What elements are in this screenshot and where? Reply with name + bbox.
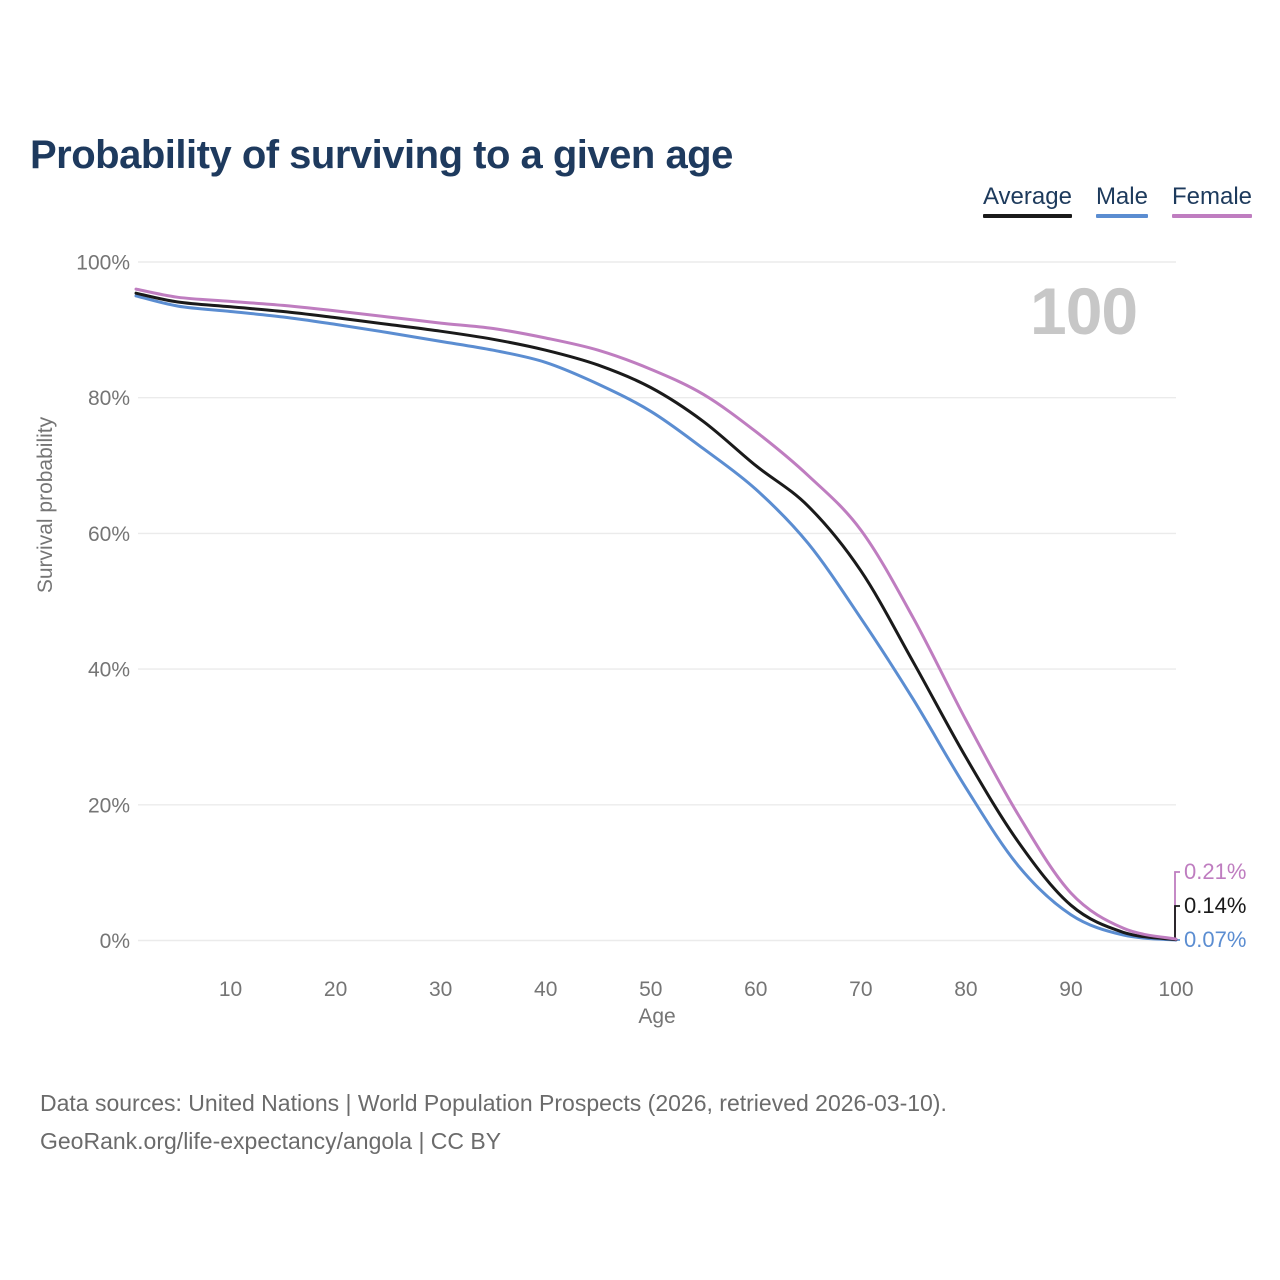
legend-swatch-average — [982, 214, 1072, 218]
x-tick-label: 10 — [219, 978, 242, 1001]
x-axis-tick-labels: 10 20 30 40 50 60 70 80 90 100 — [219, 978, 1194, 1001]
end-label-female: 0.21% — [1184, 859, 1247, 884]
series-line-male — [134, 294, 1178, 942]
x-tick-label: 20 — [324, 978, 347, 1001]
legend-label-male: Male — [1095, 183, 1148, 210]
end-label-average: 0.14% — [1184, 893, 1247, 918]
x-axis-label: Age — [638, 1005, 675, 1028]
y-tick-label: 0% — [100, 930, 130, 953]
data-source-line1: Data sources: United Nations | World Pop… — [40, 1090, 947, 1116]
y-axis-label: Survival probability — [34, 416, 57, 593]
series-line-average — [134, 291, 1178, 942]
x-tick-label: 90 — [1059, 978, 1082, 1001]
data-source-line2: GeoRank.org/life-expectancy/angola | CC … — [40, 1128, 502, 1154]
legend-swatch-male — [1095, 214, 1148, 218]
legend-item-average[interactable]: Average — [982, 183, 1072, 218]
x-tick-label: 50 — [639, 978, 662, 1001]
legend-label-female: Female — [1171, 183, 1252, 210]
y-tick-label: 100% — [76, 252, 130, 275]
end-label-connector — [1174, 905, 1180, 938]
end-label-male: 0.07% — [1184, 927, 1247, 952]
plot-area[interactable] — [138, 262, 1176, 941]
legend-swatch-female — [1171, 214, 1252, 218]
y-tick-label: 20% — [88, 794, 130, 817]
x-tick-label: 30 — [429, 978, 452, 1001]
legend-label-average: Average — [982, 183, 1072, 210]
x-tick-label: 80 — [954, 978, 977, 1001]
y-axis-tick-labels: 0% 20% 40% 60% 80% 100% — [76, 252, 130, 954]
data-source-note: Data sources: United Nations | World Pop… — [40, 1084, 947, 1160]
hover-age-indicator: 100 — [1030, 274, 1138, 348]
series-line-female — [134, 287, 1178, 941]
legend-item-female[interactable]: Female — [1171, 183, 1252, 218]
legend-item-male[interactable]: Male — [1095, 183, 1148, 218]
x-tick-label: 70 — [849, 978, 872, 1001]
gridlines — [138, 261, 1176, 942]
series-curves — [134, 287, 1178, 942]
x-tick-label: 60 — [744, 978, 767, 1001]
x-tick-label: 40 — [534, 978, 557, 1001]
y-tick-label: 60% — [88, 523, 130, 546]
y-tick-label: 80% — [88, 387, 130, 410]
x-tick-label: 100 — [1158, 978, 1193, 1001]
page-title: Probability of surviving to a given age — [30, 132, 733, 177]
y-tick-label: 40% — [88, 659, 130, 682]
legend: Average Male Female — [982, 183, 1252, 218]
